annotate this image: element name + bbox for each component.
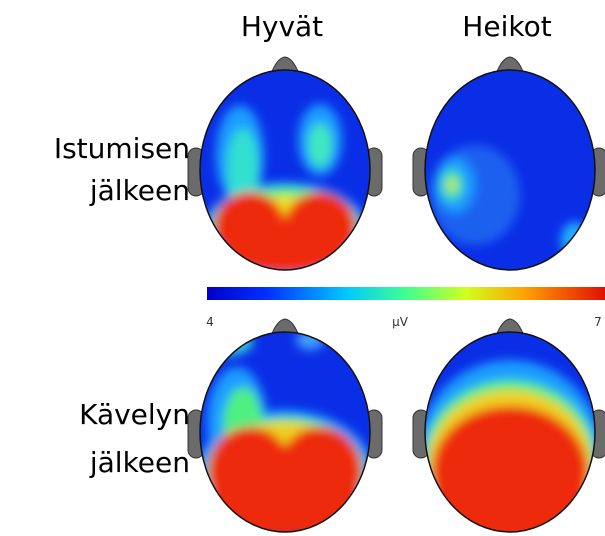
- row-label: Istumisen: [54, 132, 190, 165]
- column-label: Heikot: [462, 10, 551, 43]
- colorbar: [207, 287, 605, 300]
- colorbar-max: 7: [594, 315, 602, 329]
- topomap: [412, 318, 605, 533]
- column-label: Hyvät: [241, 10, 323, 43]
- row-label: jälkeen: [89, 174, 190, 207]
- row-label: jälkeen: [89, 446, 190, 479]
- colorbar-unit: µV: [392, 315, 409, 329]
- topomap: [187, 318, 383, 533]
- topomap: [412, 56, 605, 271]
- topomap: [187, 56, 383, 271]
- colorbar-min: 4: [206, 315, 214, 329]
- row-label: Kävelyn: [79, 398, 190, 431]
